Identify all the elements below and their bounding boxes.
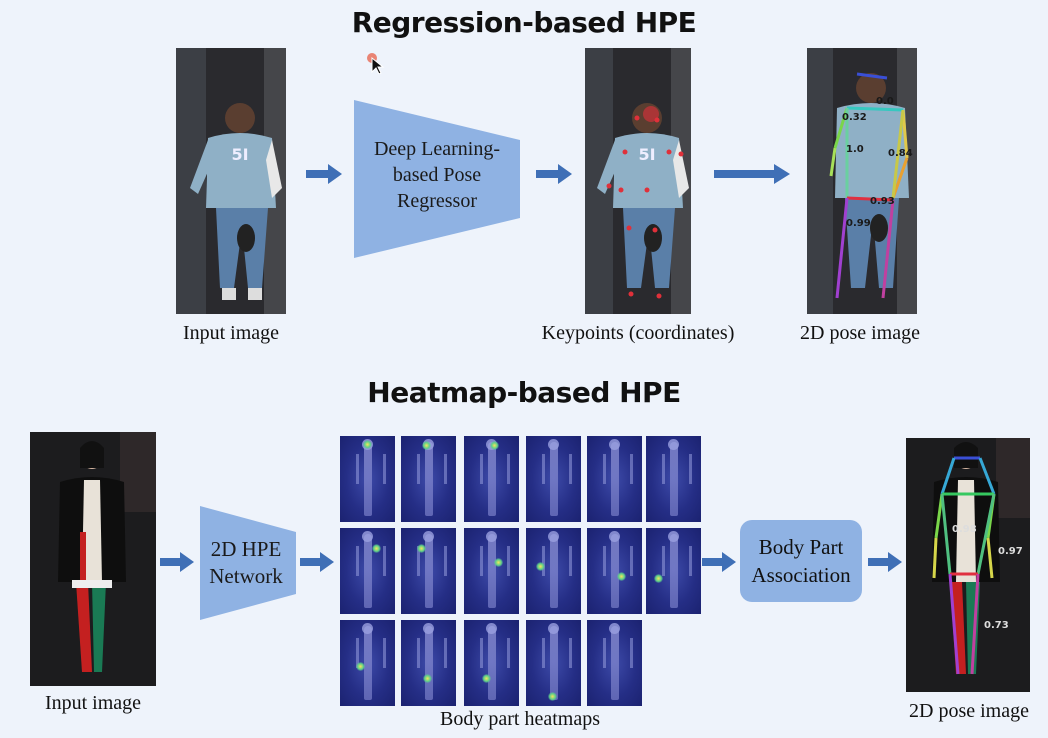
heatmap-pose-photo: [906, 438, 1030, 692]
heatmap-tile: [340, 620, 395, 706]
svg-text:5I: 5I: [231, 145, 248, 164]
heatmap-title: Heatmap-based HPE: [367, 376, 681, 409]
heatmap-input-photo: [30, 432, 156, 686]
pose-regressor-block: [354, 100, 520, 258]
pose-score: 0.98: [952, 524, 977, 535]
association-line-1: Body Part: [758, 535, 844, 559]
heatmap-tile: [587, 436, 642, 522]
regressor-line-3: Regressor: [397, 190, 477, 212]
association-line-2: Association: [751, 563, 851, 587]
heatmap-tile: [587, 528, 642, 614]
heatmap-tile: [646, 436, 701, 522]
pose-score: 0.99: [846, 218, 871, 229]
arrow-right-icon: [714, 164, 790, 184]
arrow-right-icon: [868, 552, 902, 572]
regressor-line-2: based Pose: [392, 164, 482, 186]
keypoints-photo: 5I: [585, 48, 691, 314]
heatmap-tile: [340, 436, 395, 522]
heatmap-pose-caption: 2D pose image: [909, 700, 1029, 722]
hpe-network-label: 2D HPE Network: [196, 536, 296, 590]
heatmap-tile: [646, 528, 701, 614]
heatmap-tile: [401, 528, 456, 614]
network-line-2: Network: [209, 564, 283, 588]
heatmap-tile: [464, 436, 519, 522]
regression-input-caption: Input image: [182, 322, 280, 344]
heatmap-tile: [464, 620, 519, 706]
heatmap-tile: [340, 528, 395, 614]
svg-text:5I: 5I: [638, 145, 655, 164]
heatmap-tile: [526, 436, 581, 522]
pose-score: 0.93: [870, 196, 895, 207]
cursor-icon: [367, 53, 385, 74]
pose-score: 0.32: [842, 112, 867, 123]
hpe-network-block: [200, 506, 296, 620]
regression-pose-caption: 2D pose image: [800, 322, 920, 344]
regressor-line-1: Deep Learning-: [373, 138, 501, 160]
heatmap-tile: [526, 528, 581, 614]
arrow-right-icon: [160, 552, 194, 572]
regression-pose-photo: [807, 48, 917, 314]
heatmap-tile: [526, 620, 581, 706]
regression-input-photo: 5I: [176, 48, 286, 314]
arrow-right-icon: [300, 552, 334, 572]
regression-title: Regression-based HPE: [351, 6, 697, 39]
keypoints-caption: Keypoints (coordinates): [541, 322, 735, 344]
pose-score: 0.73: [984, 620, 1009, 631]
arrow-right-icon: [702, 552, 736, 572]
pose-regressor-label: Deep Learning- based Pose Regressor: [354, 136, 520, 214]
heatmap-tile: [401, 620, 456, 706]
pose-score: 1.0: [846, 144, 864, 155]
arrow-right-icon: [306, 164, 342, 184]
arrow-right-icon: [536, 164, 572, 184]
heatmap-tile: [401, 436, 456, 522]
pose-score: 0.84: [888, 148, 913, 159]
pose-score: 0.0: [876, 96, 894, 107]
body-part-association-block: Body Part Association: [740, 520, 862, 602]
heatmap-tile: [464, 528, 519, 614]
heatmaps-caption: Body part heatmaps: [440, 708, 600, 730]
network-line-1: 2D HPE: [210, 537, 282, 561]
pose-score: 0.97: [998, 546, 1023, 557]
heatmap-tile: [587, 620, 642, 706]
heatmap-input-caption: Input image: [44, 692, 142, 714]
